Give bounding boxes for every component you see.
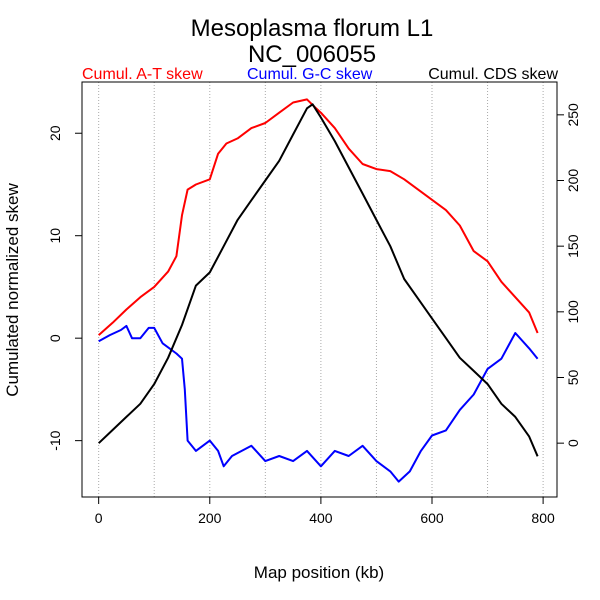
x-tick-label: 200	[198, 510, 222, 526]
y-right-tick-label: 50	[565, 369, 581, 385]
legend-gc-skew: Cumul. G-C skew	[247, 66, 373, 83]
y-right-tick-label: 250	[565, 103, 581, 127]
x-tick-label: 0	[95, 510, 103, 526]
y-right-tick-label: 0	[565, 439, 581, 447]
y-right-tick-label: 200	[565, 169, 581, 193]
x-tick-label: 400	[309, 510, 333, 526]
y-right-tick-label: 150	[565, 234, 581, 258]
plot-frame	[81, 81, 558, 498]
series-line-cumul-a-t-skew	[98, 98, 539, 336]
chart-title: Mesoplasma florum L1	[191, 15, 434, 42]
legend-cds-skew: Cumul. CDS skew	[428, 66, 558, 83]
chart-subtitle: NC_006055	[248, 41, 376, 68]
legend-at-skew: Cumul. A-T skew	[82, 66, 203, 83]
y-left-tick-label: 0	[47, 334, 63, 342]
y-right-tick-label: 100	[565, 300, 581, 324]
y-left-tick-label: 10	[47, 228, 63, 244]
x-tick-label: 600	[420, 510, 444, 526]
y-left-tick-label: -10	[47, 430, 63, 450]
y-axis-label: Cumulated normalized skew	[3, 183, 22, 397]
x-axis-label: Map position (kb)	[254, 563, 384, 582]
series-line-cumul-g-c-skew	[98, 324, 539, 483]
series-line-cumul-cds-skew	[98, 103, 539, 457]
y-left-tick-label: 20	[47, 125, 63, 141]
x-tick-label: 800	[531, 510, 555, 526]
